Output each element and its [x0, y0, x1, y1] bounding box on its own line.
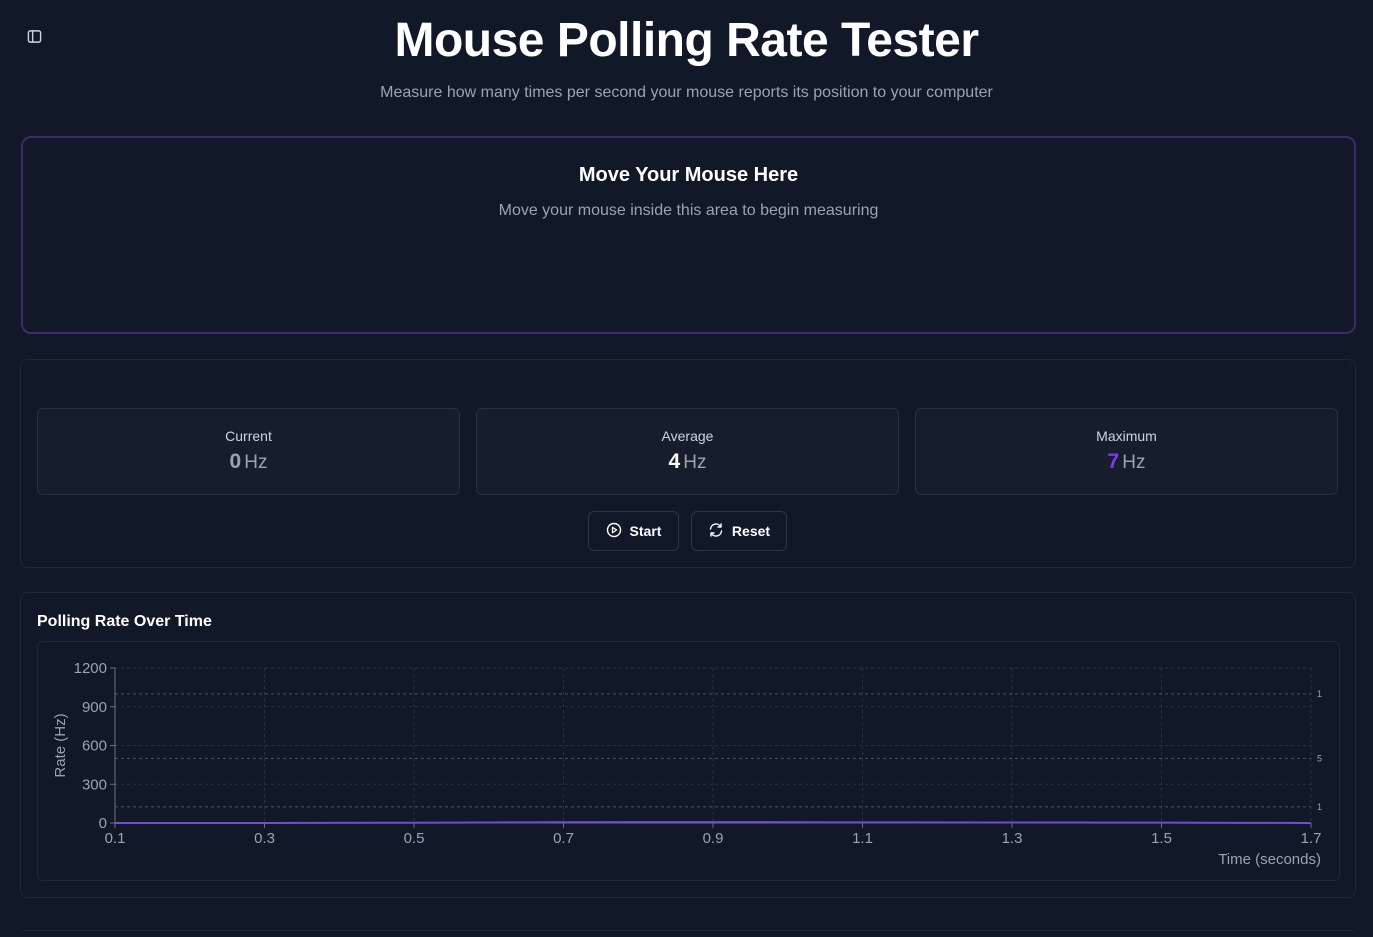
reference-line-label: 1: [1317, 802, 1322, 812]
start-button-label: Start: [629, 523, 662, 539]
chart-title: Polling Rate Over Time: [37, 613, 212, 630]
x-tick-label: 1.5: [1151, 830, 1172, 847]
mouse-test-area[interactable]: Move Your Mouse Here Move your mouse ins…: [21, 136, 1356, 334]
x-tick-label: 1.3: [1002, 830, 1023, 847]
stat-card-average: Average 4 Hz: [476, 408, 899, 495]
stat-unit: Hz: [1122, 452, 1146, 473]
stat-card-current: Current 0 Hz: [37, 408, 460, 495]
stat-label: Current: [225, 428, 272, 444]
stat-label: Average: [661, 428, 714, 444]
start-button[interactable]: Start: [588, 511, 679, 551]
sidebar-toggle-button[interactable]: [24, 29, 44, 49]
x-tick-label: 1.1: [852, 830, 873, 847]
chart-container: 1 5 1 0 300 600 900 1200 0.1 0.3 0.5 0.7 0.9 1.1 1.3 1.…: [37, 641, 1340, 881]
refresh-icon: [708, 522, 724, 541]
stat-value-average: 4: [668, 450, 681, 473]
y-tick-label: 1200: [74, 660, 107, 677]
x-tick-label: 0.9: [703, 830, 724, 847]
page-header: Mouse Polling Rate Tester Measure how ma…: [0, 0, 1373, 103]
x-tick-label: 0.1: [105, 830, 126, 847]
reset-button[interactable]: Reset: [691, 511, 787, 551]
reset-button-label: Reset: [731, 523, 771, 539]
stat-value-current: 0: [229, 450, 242, 473]
x-tick-label: 0.3: [254, 830, 275, 847]
stat-unit: Hz: [683, 452, 707, 473]
stat-unit: Hz: [244, 452, 268, 473]
y-tick-label: 600: [82, 738, 107, 755]
reference-line-label: 1: [1317, 689, 1322, 699]
x-axis-label: Time (seconds): [1218, 851, 1321, 868]
page-title: Mouse Polling Rate Tester: [394, 14, 979, 67]
y-tick-label: 300: [82, 776, 107, 793]
x-tick-label: 1.7: [1301, 830, 1322, 847]
test-area-hint: Move your mouse inside this area to begi…: [498, 202, 879, 219]
play-circle-icon: [606, 522, 622, 541]
stats-panel: Current 0 Hz Average 4 Hz Maximum 7 Hz Star…: [20, 359, 1356, 568]
y-axis-label: Rate (Hz): [52, 713, 69, 777]
chart-panel: Polling Rate Over Time 1 5 1 0 300 600 900 1200…: [20, 592, 1356, 898]
stat-label: Maximum: [1096, 428, 1157, 444]
next-panel-edge: [20, 930, 1356, 937]
test-area-title: Move Your Mouse Here: [578, 164, 799, 186]
series-line: [115, 821, 1312, 824]
y-tick-label: 0: [99, 815, 107, 832]
page-subtitle: Measure how many times per second your m…: [380, 84, 993, 101]
stat-value-maximum: 7: [1107, 450, 1120, 473]
x-tick-label: 0.5: [404, 830, 425, 847]
polling-rate-chart: 1 5 1 0 300 600 900 1200 0.1 0.3 0.5 0.7 0.9 1.1 1.3 1.…: [52, 660, 1322, 868]
x-tick-label: 0.7: [553, 830, 574, 847]
reference-line-label: 5: [1317, 753, 1322, 763]
y-tick-label: 900: [82, 699, 107, 716]
sidebar-panel-icon: [27, 29, 42, 49]
stat-card-maximum: Maximum 7 Hz: [915, 408, 1338, 495]
